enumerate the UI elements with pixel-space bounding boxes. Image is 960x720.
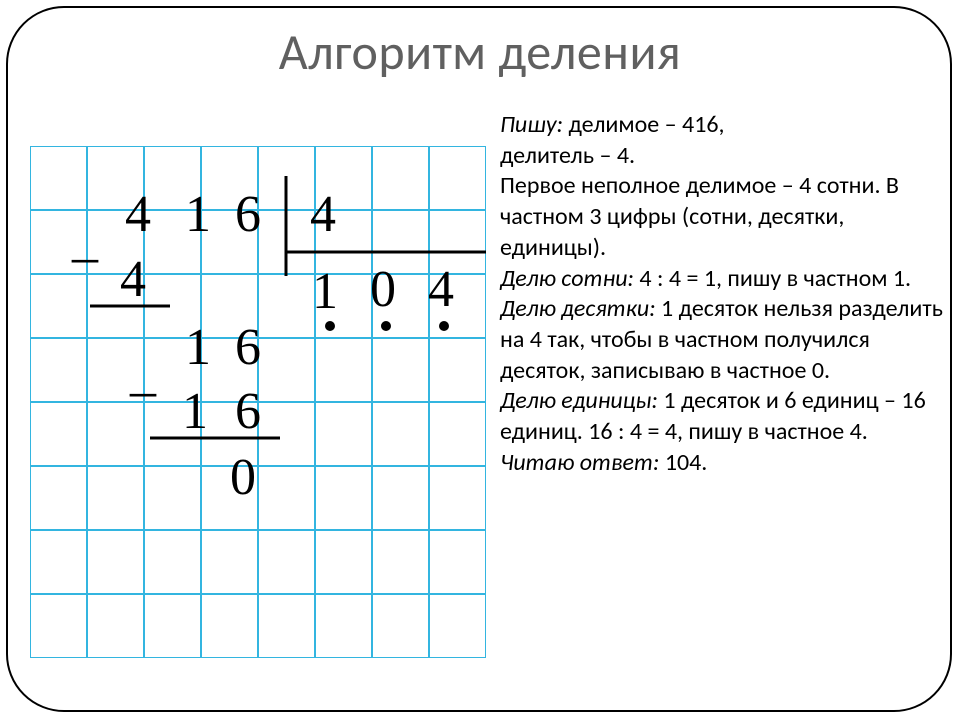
line-1: Пишу: делимое – 416, [500, 110, 945, 141]
quotient-digit-0: 0 [370, 261, 396, 318]
minus-sign-1: _ [71, 211, 99, 268]
sub1-digit: 4 [120, 251, 146, 308]
sub2-digit-6: 6 [235, 383, 261, 440]
bring-down-6: 6 [235, 319, 261, 376]
line-4: Делю сотни: 4 : 4 = 1, пишу в частном 1. [500, 264, 945, 295]
line-5: Делю десятки: 1 десяток нельзя разделить… [500, 294, 945, 386]
remainder-digit: 0 [230, 449, 256, 506]
division-grid: 4 1 6 _ 4 4 1 0 4 1 6 _ 1 6 0 [30, 146, 486, 658]
line-6-it: Делю единицы: [500, 386, 658, 415]
minus-sign-2: _ [129, 345, 157, 402]
dividend-digit-6: 6 [235, 186, 261, 243]
line-7-rest: 104. [659, 448, 707, 477]
line-3: Первое неполное делимое – 4 сотни. В час… [500, 171, 945, 263]
line-6: Делю единицы: 1 десяток и 6 единиц – 16 … [500, 386, 945, 447]
line-2: делитель – 4. [500, 141, 945, 172]
line-4-it: Делю сотни: [500, 264, 634, 293]
bring-down-1: 1 [185, 319, 211, 376]
line-7-it: Читаю ответ: [500, 448, 659, 477]
line-1-rest: делимое – 416, [563, 110, 724, 139]
sub2-digit-1: 1 [182, 383, 208, 440]
dividend-digit-4: 4 [125, 186, 151, 243]
line-1-it: Пишу: [500, 110, 563, 139]
place-dot-tens [381, 321, 391, 331]
quotient-digit-4: 4 [428, 261, 454, 318]
page-title: Алгоритм деления [0, 22, 960, 83]
place-dot-hundreds [325, 321, 335, 331]
place-dot-ones [439, 321, 449, 331]
line-4-rest: 4 : 4 = 1, пишу в частном 1. [634, 264, 911, 293]
steps-text: Пишу: делимое – 416, делитель – 4. Перво… [500, 110, 945, 479]
quotient-digit-1: 1 [312, 263, 338, 320]
dividend-digit-1: 1 [185, 186, 211, 243]
divisor-digit: 4 [310, 186, 336, 243]
line-7: Читаю ответ: 104. [500, 448, 945, 479]
line-5-it: Делю десятки: [500, 294, 656, 323]
